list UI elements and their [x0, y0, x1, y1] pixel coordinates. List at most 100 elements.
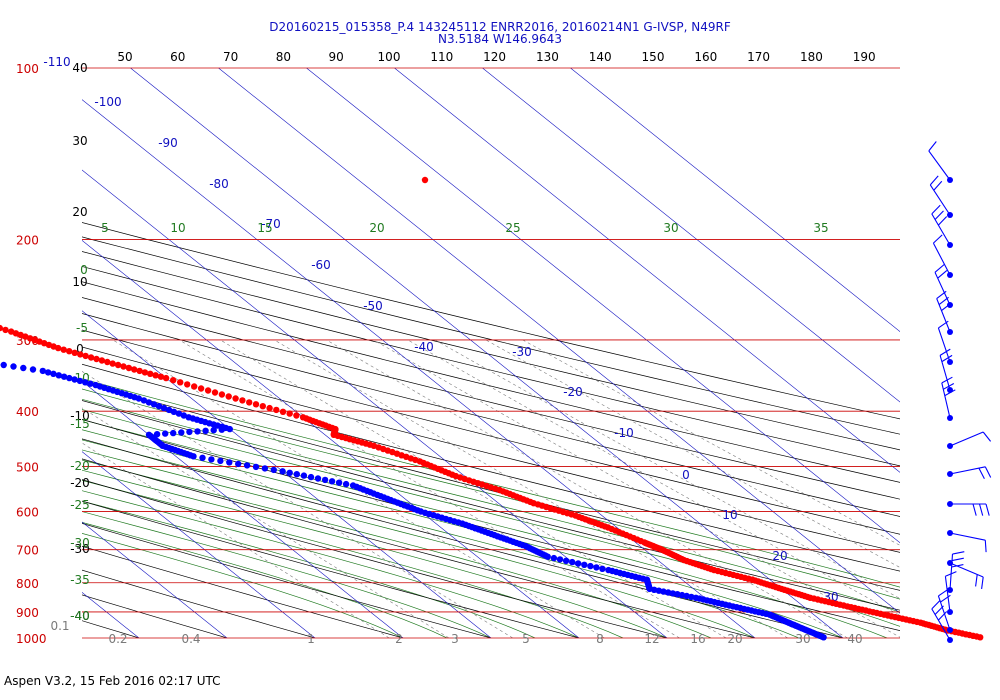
dewpoint-point — [165, 406, 173, 414]
theta-label: 15 — [257, 221, 272, 235]
dry-adiabat-line — [82, 381, 900, 591]
mixing-ratio-label: 16 — [690, 632, 705, 646]
mixing-ratio-label: 12 — [644, 632, 659, 646]
mixing-ratio-line — [522, 339, 900, 546]
temperature-point — [147, 370, 154, 377]
temperature-point — [93, 355, 100, 363]
mixing-ratio-line — [220, 339, 727, 638]
dewpoint-point — [150, 401, 158, 408]
pressure-label: 200 — [16, 234, 39, 248]
isotherm-line — [394, 68, 900, 473]
temperature-point — [98, 357, 106, 364]
top-axis-tick-label: 120 — [483, 50, 506, 64]
dewpoint-point — [243, 462, 251, 469]
moist-adiabat-line — [82, 398, 900, 613]
temperature-point — [211, 389, 219, 396]
top-axis-tick-label: 80 — [276, 50, 291, 64]
mixing-ratio-label: 5 — [522, 632, 530, 646]
dry-adiabat-line — [82, 545, 404, 638]
dry-adiabat-line — [82, 346, 900, 553]
height-label: -20 — [70, 476, 90, 490]
temperature-point — [977, 634, 984, 641]
dewpoint-point — [170, 408, 178, 415]
dewpoint-point — [252, 463, 260, 471]
top-axis-tick-label: 140 — [589, 50, 612, 64]
top-axis-tick-label: 170 — [747, 50, 770, 64]
dewpoint-point — [76, 377, 84, 385]
temperature-point — [286, 410, 293, 417]
dewpoint-point — [66, 374, 73, 382]
dewpoint-point — [178, 429, 185, 436]
dewpoint-point — [210, 427, 217, 434]
wind-barb — [932, 234, 953, 278]
dewpoint-point — [145, 399, 153, 406]
temperature-point — [266, 404, 273, 412]
temperature-point — [109, 360, 116, 367]
height-label: 40 — [72, 61, 87, 75]
dry-adiabat-line — [82, 297, 900, 500]
dry-adiabat-line — [82, 222, 900, 420]
wind-barb — [937, 320, 953, 365]
dewpoint-point — [135, 395, 142, 402]
dewpoint-point — [226, 459, 233, 466]
mixing-ratio-line — [373, 339, 900, 638]
dewpoint-point — [155, 403, 163, 410]
moist-adiabat-line — [82, 533, 404, 638]
dewpoint-point — [29, 366, 37, 373]
temperature-point — [259, 403, 266, 410]
dewpoint-point — [569, 558, 576, 566]
dewpoint-point — [550, 554, 558, 562]
temperature-point — [71, 349, 78, 356]
dry-adiabat-line — [82, 594, 228, 638]
isotherm-line — [82, 310, 492, 638]
dewpoint-point — [218, 426, 225, 433]
isotherm-label: -100 — [94, 95, 121, 109]
isotherm-label: 20 — [772, 549, 787, 563]
top-axis-tick-label: 90 — [329, 50, 344, 64]
temperature-point — [60, 346, 67, 353]
temperature-point — [204, 387, 212, 394]
temperature-point — [136, 367, 143, 375]
dewpoint-point — [217, 457, 224, 465]
theta-label: 0 — [80, 263, 88, 277]
temperature-point — [225, 393, 232, 400]
dewpoint-point — [300, 472, 308, 479]
height-label: -10 — [70, 409, 90, 423]
isotherm-line — [570, 68, 900, 332]
dewpoint-point — [562, 557, 570, 564]
isotherm-line — [82, 240, 580, 638]
wind-barb — [947, 466, 992, 480]
dry-adiabat-line — [82, 363, 900, 572]
theta-label: -40 — [70, 609, 90, 623]
dry-adiabat-line — [82, 266, 900, 467]
dry-adiabat-line — [82, 458, 756, 638]
pressure-label: 1000 — [16, 632, 47, 646]
dewpoint-point — [328, 478, 336, 485]
temperature-point — [141, 369, 149, 376]
dry-adiabat-line — [82, 313, 900, 517]
dewpoint-point — [44, 369, 52, 376]
isotherm-label: -110 — [43, 55, 70, 69]
wind-barb — [937, 588, 953, 633]
isotherm-label: -30 — [512, 345, 532, 359]
top-axis-tick-label: 70 — [223, 50, 238, 64]
height-label: 0 — [76, 342, 84, 356]
dewpoint-point — [190, 453, 197, 460]
dewpoint-point — [587, 562, 594, 570]
dewpoint-point — [307, 473, 315, 481]
temperature-point — [177, 379, 184, 386]
dewpoint-point — [71, 376, 78, 383]
dry-adiabat-line — [82, 500, 580, 638]
temperature-point — [131, 366, 138, 373]
mixing-ratio-line — [179, 339, 680, 638]
mixing-ratio-label: 40 — [847, 632, 862, 646]
theta-label: -20 — [70, 459, 90, 473]
theta-label: 5 — [101, 221, 109, 235]
temperature-point — [246, 399, 253, 406]
dewpoint-point — [556, 556, 564, 563]
mixing-ratio-label: 8 — [596, 632, 604, 646]
dewpoint-point — [82, 379, 89, 386]
isotherm-label: -50 — [363, 299, 383, 313]
wind-barb — [947, 560, 984, 589]
